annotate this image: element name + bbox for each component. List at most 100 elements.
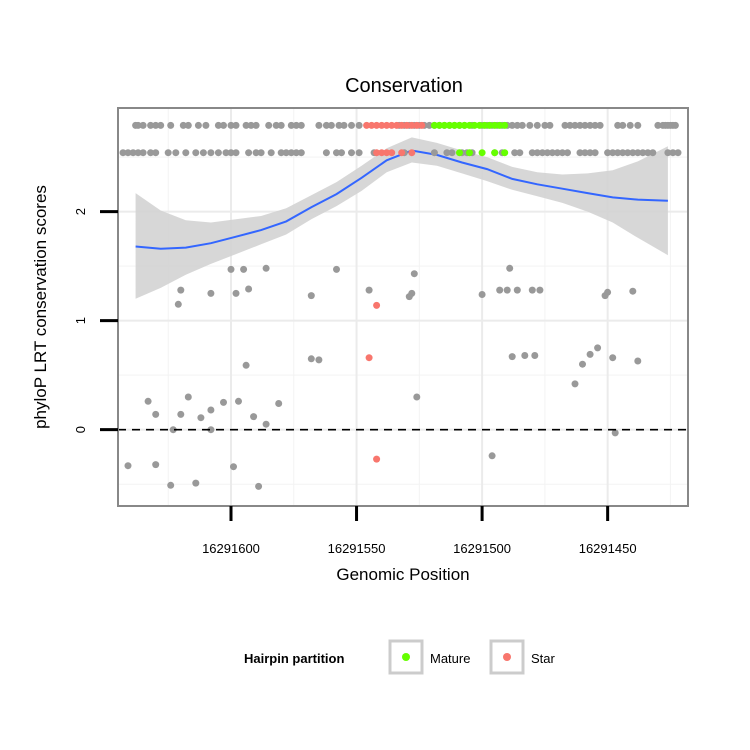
point-other-87: [182, 149, 190, 157]
point-star-8: [403, 121, 411, 129]
point-other-19: [272, 121, 280, 129]
point-other-153: [174, 300, 182, 308]
point-other-139: [634, 149, 642, 157]
point-other-154: [207, 289, 215, 297]
point-other-93: [227, 149, 235, 157]
point-other-185: [177, 410, 185, 418]
point-other-128: [564, 149, 571, 157]
point-other-156: [365, 286, 373, 294]
point-other-26: [327, 121, 335, 129]
point-mature-14: [501, 121, 509, 129]
point-other-173: [508, 353, 516, 361]
points-layer: [119, 121, 682, 490]
point-other-147: [240, 265, 248, 273]
point-star-3: [378, 121, 386, 129]
point-other-102: [292, 149, 300, 157]
point-star-0: [363, 121, 371, 129]
point-other-179: [609, 354, 617, 362]
point-other-9: [194, 121, 202, 129]
point-other-201: [255, 482, 263, 490]
point-other-90: [207, 149, 215, 157]
point-other-142: [649, 149, 657, 157]
point-other-6: [167, 121, 175, 129]
x-axis: 16291600 16291550 16291500 16291450: [202, 506, 637, 556]
point-other-23: [297, 121, 305, 129]
point-star-5: [388, 121, 396, 129]
point-other-53: [513, 121, 521, 129]
point-other-105: [333, 149, 340, 157]
point-other-112: [443, 149, 451, 157]
point-other-91: [214, 149, 222, 157]
point-other-135: [614, 149, 622, 157]
point-other-174: [521, 352, 529, 359]
point-other-29: [348, 121, 355, 129]
point-other-113: [448, 149, 456, 157]
point-other-4: [152, 121, 160, 129]
point-other-70: [634, 121, 642, 129]
point-other-59: [561, 121, 569, 129]
smooth-line-layer: [135, 149, 668, 250]
point-other-164: [513, 286, 521, 294]
point-mature-13: [496, 121, 504, 129]
point-other-183: [152, 410, 160, 418]
point-other-131: [586, 149, 594, 157]
point-other-177: [586, 350, 594, 358]
point-other-196: [124, 462, 132, 470]
point-mature-16: [466, 149, 473, 157]
legend: Hairpin partition Mature Star: [244, 639, 556, 675]
point-other-13: [227, 121, 235, 129]
y-tick-label-2: 2: [73, 208, 88, 215]
point-star-17: [408, 149, 416, 157]
x-axis-title: Genomic Position: [336, 565, 469, 584]
point-other-168: [601, 292, 609, 300]
point-other-171: [307, 355, 315, 363]
y-axis-title: phyloP LRT conservation scores: [31, 185, 50, 429]
point-mature-12: [491, 121, 499, 129]
point-star-4: [383, 121, 391, 129]
point-star-6: [393, 121, 401, 129]
x-tick-label-3: 16291450: [579, 541, 637, 556]
point-other-64: [586, 121, 594, 129]
point-other-52: [508, 121, 516, 129]
point-other-132: [591, 149, 599, 157]
point-other-27: [335, 121, 343, 129]
point-other-95: [245, 149, 253, 157]
point-other-63: [581, 121, 589, 129]
point-other-193: [262, 420, 270, 428]
point-other-22: [292, 121, 300, 129]
point-other-68: [619, 121, 627, 129]
point-star-1: [368, 121, 376, 129]
point-star-15: [388, 149, 396, 157]
point-other-82: [139, 149, 147, 157]
point-other-71: [654, 121, 662, 129]
point-other-2: [139, 121, 147, 129]
point-other-161: [478, 291, 486, 298]
point-mature-3: [446, 121, 453, 129]
point-mature-0: [430, 121, 438, 129]
point-other-25: [322, 121, 330, 129]
point-other-175: [531, 352, 539, 359]
point-other-134: [609, 149, 617, 157]
point-other-94: [232, 149, 240, 157]
point-other-15: [242, 121, 250, 129]
point-other-58: [546, 121, 554, 129]
point-other-163: [503, 286, 511, 294]
point-other-1: [134, 121, 142, 129]
x-tick-label-0: 16291600: [202, 541, 260, 556]
point-other-149: [333, 265, 340, 273]
point-mature-9: [476, 121, 484, 129]
point-other-86: [172, 149, 180, 157]
point-other-57: [541, 121, 549, 129]
point-star-19: [365, 354, 373, 362]
point-mature-17: [478, 149, 486, 157]
point-star-10: [413, 121, 421, 129]
point-other-202: [488, 452, 496, 460]
legend-title: Hairpin partition: [244, 651, 344, 666]
point-mature-2: [440, 121, 448, 129]
y-tick-label-1: 1: [73, 317, 88, 324]
point-other-172: [315, 356, 323, 364]
point-star-2: [373, 121, 381, 129]
point-other-155: [232, 289, 240, 297]
point-other-62: [576, 121, 584, 129]
